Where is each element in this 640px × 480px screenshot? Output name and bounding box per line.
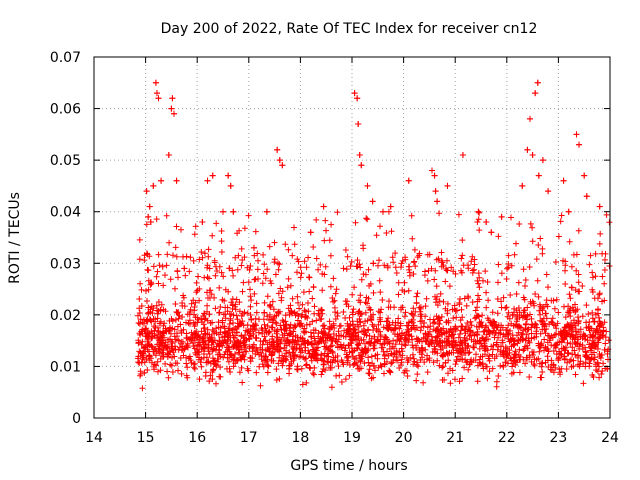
data-point	[143, 188, 150, 195]
data-point	[152, 79, 159, 86]
data-point	[432, 188, 439, 195]
data-point	[527, 115, 534, 122]
data-point	[181, 265, 188, 272]
data-point	[596, 203, 603, 210]
y-tick-label: 0.07	[50, 50, 81, 66]
data-point	[405, 177, 412, 184]
data-point	[498, 213, 505, 220]
data-point	[145, 213, 152, 220]
x-tick-label: 24	[601, 430, 619, 446]
data-point	[199, 219, 206, 226]
data-point	[158, 177, 165, 184]
data-point	[428, 167, 435, 174]
data-point	[519, 182, 526, 189]
y-tick-label: 0.06	[50, 102, 81, 118]
y-axis-label: ROTI / TECUs	[7, 192, 23, 284]
data-point	[274, 146, 281, 153]
data-point	[534, 79, 541, 86]
data-point	[165, 151, 172, 158]
data-point	[532, 90, 539, 97]
data-point	[209, 172, 216, 179]
data-point	[354, 95, 361, 102]
scatter-points	[134, 79, 613, 392]
data-point	[535, 172, 542, 179]
x-tick-label: 19	[343, 430, 361, 446]
x-tick-label: 16	[188, 430, 206, 446]
data-point	[576, 141, 583, 148]
data-point	[483, 219, 490, 226]
data-point	[250, 244, 257, 251]
data-point	[150, 182, 157, 189]
data-point	[225, 172, 232, 179]
data-point	[146, 203, 153, 210]
axis-ticks	[93, 56, 611, 419]
data-point	[444, 182, 451, 189]
data-point	[583, 193, 590, 200]
data-point	[581, 172, 588, 179]
x-tick-labels: 14 15 16 17 18 19 20 21 22 23 24	[85, 430, 619, 446]
data-point	[320, 203, 327, 210]
data-point	[168, 105, 175, 112]
data-point	[364, 182, 371, 189]
x-tick-label: 22	[498, 430, 516, 446]
data-point	[279, 162, 286, 169]
data-point	[220, 208, 226, 215]
y-tick-label: 0.04	[50, 205, 81, 221]
data-point	[539, 157, 546, 164]
data-point	[170, 110, 177, 117]
x-axis-label: GPS time / hours	[290, 458, 407, 474]
data-point	[387, 203, 394, 210]
data-point	[565, 208, 572, 215]
y-tick-label: 0	[72, 411, 81, 427]
chart-title: Day 200 of 2022, Rate Of TEC Index for r…	[161, 21, 538, 37]
data-point	[169, 95, 176, 102]
data-point	[356, 151, 363, 158]
y-tick-label: 0.03	[50, 256, 81, 272]
y-tick-label: 0.01	[50, 359, 81, 375]
data-point	[573, 131, 580, 138]
data-point	[475, 208, 482, 215]
data-point	[431, 172, 438, 179]
y-tick-label: 0.05	[50, 153, 81, 169]
data-point	[434, 198, 441, 205]
data-point	[153, 90, 160, 97]
data-point	[227, 182, 234, 189]
data-point	[147, 219, 154, 226]
data-point	[379, 208, 386, 215]
data-point	[529, 151, 536, 158]
data-point	[369, 198, 376, 205]
data-point	[204, 177, 211, 184]
x-tick-label: 21	[446, 430, 464, 446]
data-point	[488, 229, 495, 236]
data-points	[134, 79, 613, 392]
x-tick-label: 14	[85, 430, 103, 446]
data-point	[524, 146, 531, 153]
data-point	[545, 188, 552, 195]
x-tick-label: 20	[395, 430, 413, 446]
data-point	[459, 151, 466, 158]
data-point	[173, 177, 180, 184]
data-point	[307, 229, 314, 236]
x-tick-label: 17	[240, 430, 258, 446]
data-point	[351, 90, 358, 97]
x-tick-label: 15	[137, 430, 155, 446]
data-point	[358, 162, 365, 169]
y-tick-labels: 0 0.01 0.02 0.03 0.04 0.05 0.06 0.07	[50, 50, 81, 427]
x-tick-label: 18	[291, 430, 309, 446]
data-point	[230, 208, 237, 215]
data-point	[263, 208, 270, 215]
x-tick-label: 23	[549, 430, 567, 446]
data-point	[276, 157, 283, 164]
data-point	[355, 121, 362, 128]
data-point	[155, 95, 162, 102]
data-point	[560, 177, 567, 184]
y-tick-label: 0.02	[50, 308, 81, 324]
